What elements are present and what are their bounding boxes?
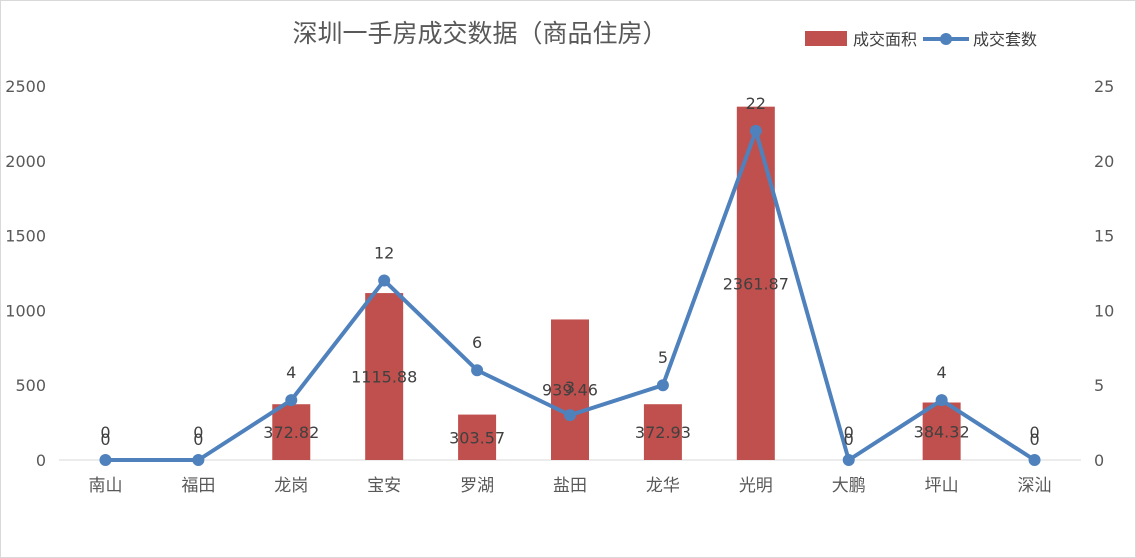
legend-label-count: 成交套数 (973, 30, 1038, 49)
x-axis-category-label: 盐田 (553, 476, 587, 496)
x-axis-category-label: 宝安 (367, 476, 401, 496)
bar-罗湖 (458, 414, 497, 460)
x-axis-category-label: 福田 (181, 476, 215, 496)
legend-item-area: 成交面积 (805, 26, 917, 50)
bar-data-label: 0 (193, 430, 203, 449)
right-axis-tick-label: 15 (1094, 227, 1114, 246)
bar-data-label: 372.93 (635, 423, 691, 442)
bar-龙岗 (272, 404, 311, 460)
line-data-label: 12 (374, 243, 394, 262)
line-point-龙华 (656, 379, 669, 392)
bar-盐田 (551, 319, 589, 460)
line-data-label: 0 (844, 423, 854, 442)
line-point-坪山 (935, 394, 948, 407)
right-axis-tick-label: 5 (1094, 376, 1104, 395)
bar-data-label: 0 (100, 430, 110, 449)
right-axis-tick-label: 25 (1094, 77, 1114, 96)
bar-data-label: 0 (844, 430, 854, 449)
bar-data-label: 384.32 (914, 422, 970, 441)
bar-data-label: 2361.87 (723, 274, 789, 293)
legend-label-area: 成交面积 (853, 30, 918, 49)
bar-坪山 (922, 402, 961, 460)
line-data-label: 4 (286, 363, 296, 382)
left-axis-tick-label: 0 (36, 451, 46, 470)
left-axis-tick-label: 2000 (5, 152, 46, 171)
bar-宝安 (365, 293, 404, 460)
line-data-label: 0 (100, 423, 110, 442)
line-point-大鹏 (842, 454, 855, 466)
bar-data-label: 939.46 (542, 381, 598, 400)
line-point-龙岗 (285, 394, 298, 407)
x-axis-category-label: 深汕 (1018, 476, 1052, 496)
left-axis-tick-label: 1500 (5, 227, 46, 246)
x-axis-category-label: 南山 (88, 476, 122, 496)
line-data-label: 5 (658, 348, 668, 367)
left-axis-tick-label: 2500 (5, 77, 46, 96)
left-axis-tick-label: 1000 (5, 301, 46, 320)
x-axis-category-label: 龙华 (646, 476, 680, 496)
right-axis-tick-label: 0 (1094, 451, 1104, 470)
x-axis-category-label: 光明 (739, 476, 773, 496)
line-point-宝安 (378, 274, 391, 287)
chart-legend: 成交面积 成交套数 (805, 26, 1043, 50)
legend-swatch-bar (805, 30, 847, 46)
x-axis-category-label: 坪山 (925, 476, 959, 496)
line-data-label: 6 (472, 333, 482, 352)
line-data-label: 4 (937, 363, 947, 382)
line-data-label: 3 (565, 378, 575, 397)
line-point-福田 (192, 454, 205, 466)
x-axis-category-label: 罗湖 (460, 476, 494, 496)
line-point-盐田 (564, 409, 576, 422)
bar-data-label: 372.82 (263, 423, 319, 442)
bar-data-label: 303.57 (449, 428, 505, 447)
left-axis-tick-label: 500 (15, 376, 46, 395)
line-data-label: 22 (746, 94, 766, 113)
x-axis-category-label: 龙岗 (274, 476, 308, 496)
x-axis-category-label: 大鹏 (832, 476, 866, 496)
line-point-深汕 (1028, 454, 1041, 466)
line-data-label: 0 (193, 423, 203, 442)
bar-龙华 (643, 404, 682, 460)
line-point-光明 (749, 124, 762, 137)
legend-swatch-line (923, 30, 970, 46)
chart-title: 深圳一手房成交数据（商品住房） (292, 19, 668, 48)
line-point-罗湖 (471, 364, 484, 377)
bar-data-label: 0 (1029, 430, 1039, 449)
bar-data-label: 1115.88 (351, 368, 417, 387)
line-data-label: 0 (1029, 423, 1039, 442)
legend-item-count: 成交套数 (923, 26, 1037, 50)
line-point-南山 (99, 454, 112, 466)
right-axis-tick-label: 10 (1094, 301, 1114, 320)
right-axis-tick-label: 20 (1094, 152, 1114, 171)
